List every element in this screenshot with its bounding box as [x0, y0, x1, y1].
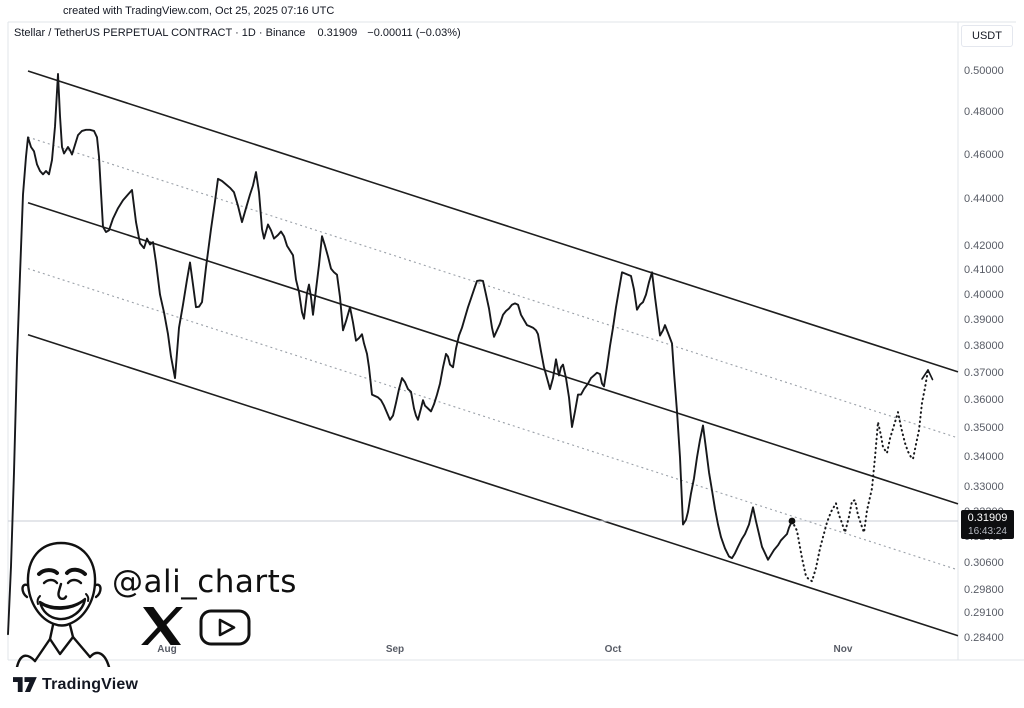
attribution-text: created with TradingView.com, Oct 25, 20… — [63, 5, 335, 17]
channel-line-3-solid — [27, 201, 959, 505]
projection-arrowhead — [921, 369, 929, 380]
last-price-dot — [788, 517, 796, 525]
tradingview-logo[interactable]: TradingView — [13, 676, 138, 694]
header-last-price: 0.31909 — [317, 27, 358, 39]
watermark-avatar-face — [15, 541, 111, 667]
youtube-icon — [199, 609, 251, 646]
watermark-handle: @ali_charts — [112, 564, 297, 600]
channel-line-5-solid — [27, 333, 959, 637]
currency-toggle-button[interactable]: USDT — [961, 25, 1013, 47]
tradingview-mark-icon — [13, 677, 37, 692]
channel-line-2-dashed — [27, 136, 959, 439]
tradingview-brand-text: TradingView — [42, 676, 139, 693]
projection-arrowhead — [927, 369, 934, 381]
bar-countdown-timer: 16:43:24 — [968, 526, 1007, 538]
channel-line-1-solid — [27, 70, 959, 373]
current-price-label: 0.31909 16:43:24 — [961, 510, 1014, 540]
x-icon — [141, 607, 183, 645]
channel-line-4-dashed — [27, 268, 959, 571]
header-change: −0.00011 (−0.03%) — [367, 27, 461, 39]
current-price-value: 0.31909 — [967, 512, 1008, 525]
price-line-series — [7, 73, 793, 636]
symbol-title: Stellar / TetherUS PERPETUAL CONTRACT · … — [14, 27, 306, 39]
symbol-header: Stellar / TetherUS PERPETUAL CONTRACT · … — [14, 27, 461, 39]
projection-dotted-path — [791, 369, 929, 583]
